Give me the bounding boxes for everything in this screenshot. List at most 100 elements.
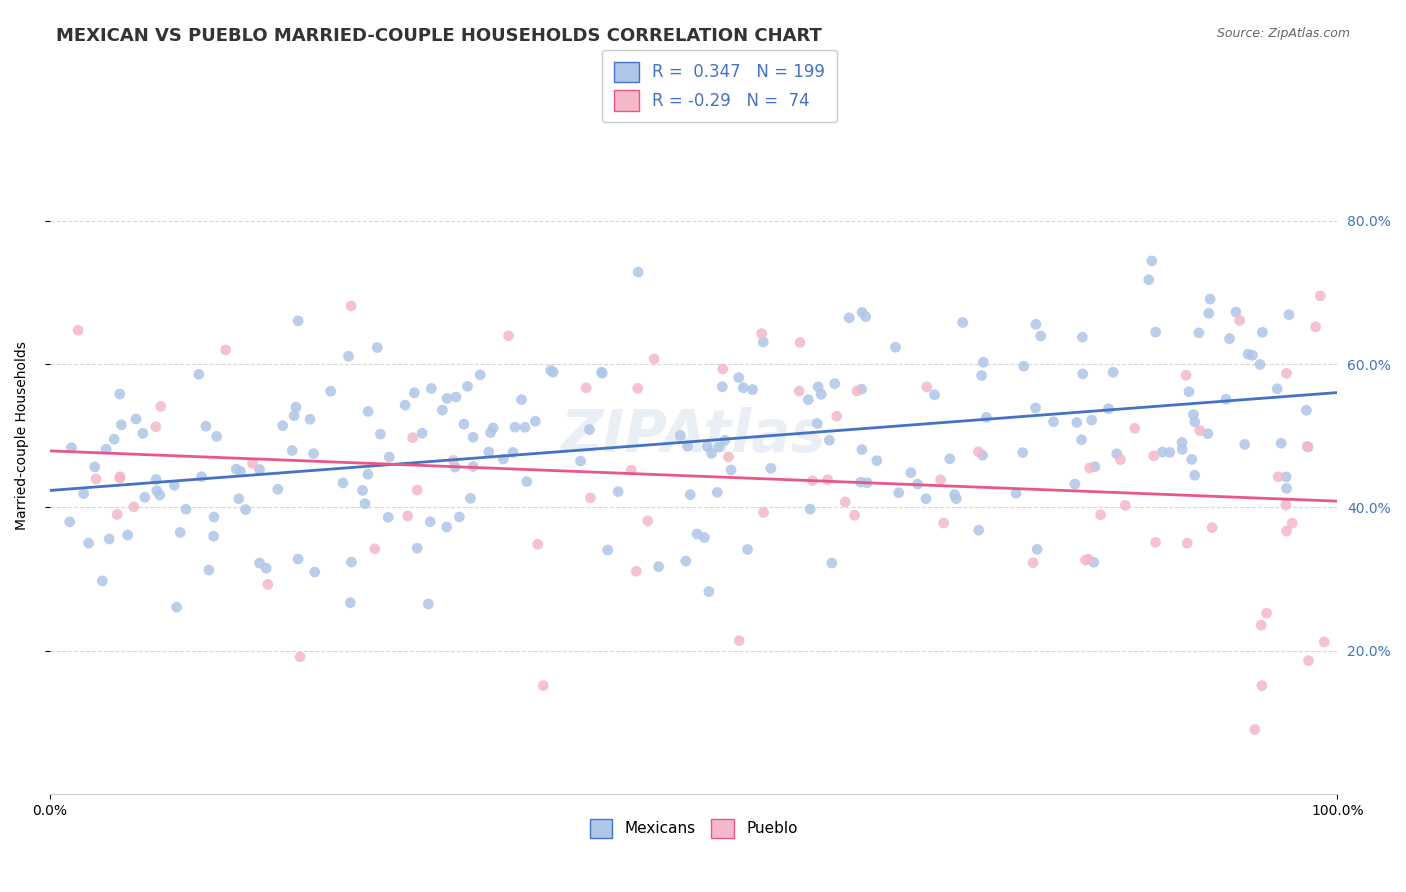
Point: [541, 365, 564, 379]
Point: [441, 453, 464, 467]
Point: [728, 633, 751, 648]
Point: [281, 443, 304, 458]
Point: [340, 555, 363, 569]
Point: [287, 314, 309, 328]
Point: [824, 376, 846, 391]
Point: [807, 380, 830, 394]
Point: [482, 421, 505, 435]
Point: [449, 510, 471, 524]
Point: [1171, 435, 1194, 450]
Point: [1105, 447, 1128, 461]
Point: [844, 508, 866, 523]
Point: [970, 368, 993, 383]
Point: [283, 409, 305, 423]
Point: [866, 453, 889, 467]
Point: [1218, 332, 1240, 346]
Point: [1077, 552, 1099, 566]
Point: [1198, 306, 1220, 320]
Point: [354, 497, 377, 511]
Point: [1171, 442, 1194, 457]
Point: [249, 462, 271, 476]
Point: [825, 409, 848, 424]
Text: ZIPAtlas: ZIPAtlas: [561, 408, 827, 464]
Point: [1233, 437, 1256, 451]
Point: [1229, 313, 1251, 327]
Point: [591, 365, 613, 379]
Point: [1144, 535, 1167, 549]
Point: [1251, 679, 1274, 693]
Point: [1022, 556, 1045, 570]
Point: [607, 484, 630, 499]
Point: [411, 426, 433, 441]
Point: [932, 516, 955, 530]
Point: [460, 491, 482, 506]
Point: [1275, 498, 1298, 512]
Point: [856, 475, 879, 490]
Point: [510, 392, 533, 407]
Point: [1256, 606, 1278, 620]
Point: [108, 471, 131, 485]
Point: [60, 441, 83, 455]
Point: [1097, 401, 1119, 416]
Point: [298, 412, 321, 426]
Point: [717, 450, 740, 464]
Point: [1188, 424, 1211, 438]
Point: [1084, 459, 1107, 474]
Point: [976, 410, 998, 425]
Point: [714, 434, 737, 448]
Point: [420, 381, 443, 395]
Point: [190, 469, 212, 483]
Point: [502, 445, 524, 459]
Point: [94, 442, 117, 457]
Point: [647, 559, 669, 574]
Point: [697, 584, 720, 599]
Point: [463, 459, 485, 474]
Point: [1275, 470, 1298, 484]
Point: [1243, 723, 1265, 737]
Point: [907, 477, 929, 491]
Point: [1265, 382, 1288, 396]
Point: [1201, 520, 1223, 534]
Point: [492, 452, 515, 467]
Point: [370, 427, 392, 442]
Point: [929, 473, 952, 487]
Point: [77, 536, 100, 550]
Point: [1042, 415, 1064, 429]
Point: [1182, 408, 1205, 422]
Point: [972, 355, 994, 369]
Point: [1298, 654, 1320, 668]
Point: [187, 368, 209, 382]
Point: [516, 475, 538, 489]
Point: [257, 577, 280, 591]
Point: [1109, 452, 1132, 467]
Point: [357, 467, 380, 482]
Point: [900, 466, 922, 480]
Point: [643, 351, 665, 366]
Point: [524, 414, 547, 428]
Point: [1184, 415, 1206, 429]
Point: [432, 403, 454, 417]
Point: [1071, 367, 1094, 381]
Point: [1215, 392, 1237, 407]
Point: [737, 542, 759, 557]
Point: [787, 384, 810, 398]
Point: [108, 470, 131, 484]
Point: [174, 502, 197, 516]
Point: [686, 527, 709, 541]
Point: [198, 563, 221, 577]
Point: [1305, 319, 1327, 334]
Point: [540, 363, 562, 377]
Point: [855, 310, 877, 324]
Text: MEXICAN VS PUEBLO MARRIED-COUPLE HOUSEHOLDS CORRELATION CHART: MEXICAN VS PUEBLO MARRIED-COUPLE HOUSEHO…: [56, 27, 823, 45]
Point: [1078, 461, 1101, 475]
Point: [205, 429, 228, 443]
Point: [851, 305, 873, 319]
Point: [1225, 305, 1247, 319]
Point: [1071, 330, 1094, 344]
Point: [720, 463, 742, 477]
Legend: Mexicans, Pueblo: Mexicans, Pueblo: [583, 813, 804, 844]
Point: [513, 420, 536, 434]
Point: [1005, 486, 1028, 500]
Point: [249, 556, 271, 570]
Point: [569, 454, 592, 468]
